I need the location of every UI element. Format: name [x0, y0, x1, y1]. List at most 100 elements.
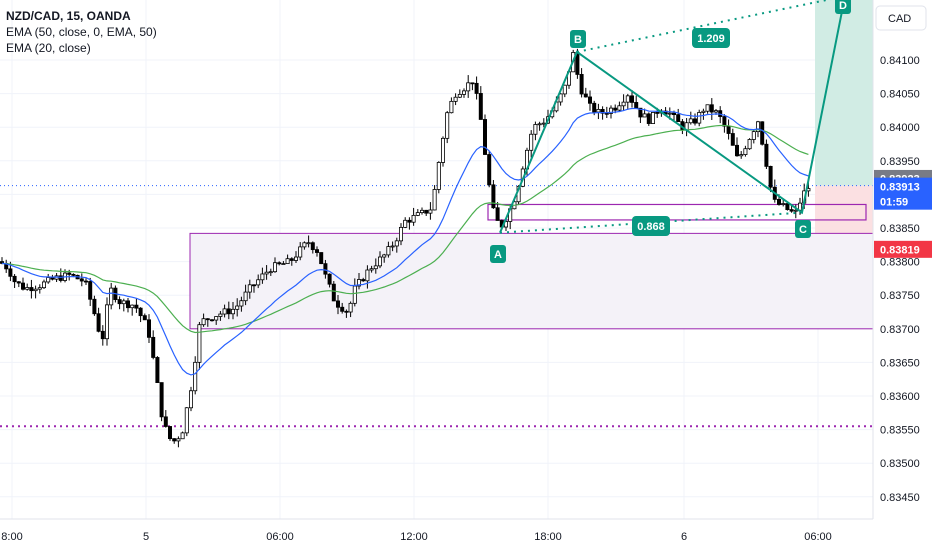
bull-candle — [449, 100, 454, 114]
bull-candle — [793, 209, 798, 212]
x-tick-label: 8:00 — [1, 531, 22, 543]
bull-candle — [105, 304, 110, 340]
x-tick-label: 06:00 — [266, 531, 294, 543]
bear-candle — [79, 278, 84, 282]
ema-lines — [1, 107, 809, 376]
bear-candle — [470, 82, 475, 85]
point-d-label-bg — [835, 0, 851, 14]
y-tick-label: 0.84100 — [880, 55, 920, 67]
point-d-label: D — [835, 0, 851, 14]
bull-candle — [739, 154, 744, 157]
bear-candle — [226, 308, 231, 315]
bear-candle — [789, 209, 794, 212]
bull-candle — [188, 390, 193, 409]
stop-price-tag-text: 0.83819 — [880, 244, 920, 256]
y-tick-label: 0.83650 — [880, 357, 920, 369]
bull-candle — [382, 254, 387, 258]
point-b-label-bg — [570, 30, 586, 48]
bear-candle — [726, 125, 731, 134]
target-zone — [815, 0, 873, 186]
bull-candle — [176, 438, 181, 442]
bull-candle — [222, 308, 227, 315]
y-tick-label: 0.83950 — [880, 156, 920, 168]
y-tick-label: 0.83850 — [880, 223, 920, 235]
bull-candle — [415, 212, 420, 216]
bear-candle — [331, 283, 336, 302]
bull-candle — [453, 96, 458, 102]
bull-candle — [264, 271, 269, 275]
bull-candle — [46, 277, 51, 283]
bull-candle — [428, 209, 433, 214]
point-d-label-text: D — [839, 0, 847, 12]
bull-candle — [306, 242, 311, 245]
ratio-1209-bg — [692, 28, 730, 48]
legend-ema-50: EMA (50, close, 0, EMA, 50) — [6, 25, 157, 39]
point-a-label-bg — [490, 245, 506, 263]
bull-candle — [214, 316, 219, 321]
bear-candle — [117, 299, 122, 305]
bull-candle — [235, 305, 240, 310]
bull-candle — [541, 122, 546, 125]
harmonic-pattern[interactable]: 1.209 0.868 A B C D — [490, 0, 851, 263]
bull-candle — [419, 209, 424, 214]
bull-candle — [537, 123, 542, 126]
bear-candle — [12, 275, 17, 283]
bear-candle — [672, 112, 677, 116]
bear-candle — [16, 281, 21, 284]
current-price-tag: 0.83913 01:59 — [874, 177, 932, 210]
bear-candle — [50, 277, 55, 280]
bear-candle — [735, 144, 740, 157]
bull-candle — [230, 308, 235, 315]
bear-candle — [205, 318, 210, 321]
bull-candle — [390, 245, 395, 248]
bull-candle — [403, 219, 408, 228]
bull-candle — [239, 300, 244, 307]
x-tick-label: 18:00 — [534, 531, 562, 543]
bear-candle — [142, 315, 147, 321]
bull-candle — [747, 139, 752, 150]
bear-candle — [613, 107, 618, 111]
y-tick-label: 0.83800 — [880, 257, 920, 269]
point-a-label-text: A — [494, 249, 502, 261]
bear-candle — [634, 102, 639, 109]
zones — [0, 0, 874, 428]
bear-candle — [67, 272, 72, 275]
bull-candle — [352, 285, 357, 304]
bull-candle — [33, 288, 38, 292]
bull-candle — [781, 203, 786, 205]
bear-candle — [693, 118, 698, 124]
bear-candle — [327, 273, 332, 285]
y-tick-label: 0.83750 — [880, 290, 920, 302]
bear-candle — [277, 262, 282, 265]
bull-candle — [688, 118, 693, 124]
bull-candle — [184, 407, 189, 434]
bear-candle — [155, 357, 160, 383]
current-price-text: 0.83913 — [880, 182, 920, 194]
bear-candle — [760, 121, 765, 145]
bull-candle — [281, 263, 286, 265]
bull-candle — [130, 304, 135, 309]
point-c-label: C — [795, 220, 811, 238]
point-a-label: A — [490, 245, 506, 263]
bear-candle — [323, 263, 328, 275]
bear-candle — [730, 133, 735, 146]
currency-button[interactable]: CAD — [875, 5, 927, 31]
bear-candle — [482, 119, 487, 155]
bull-candle — [302, 242, 307, 248]
bear-candle — [146, 319, 151, 338]
bear-candle — [344, 310, 349, 313]
legend-ema-20: EMA (20, close) — [6, 41, 91, 55]
bear-candle — [314, 249, 319, 253]
bear-candle — [289, 258, 294, 261]
bull-candle — [432, 189, 437, 211]
bull-candle — [558, 93, 563, 103]
bear-candle — [583, 93, 588, 98]
bull-candle — [260, 273, 265, 281]
point-c-label-text: C — [799, 224, 807, 236]
bear-candle — [630, 95, 635, 103]
bull-candle — [247, 284, 252, 293]
bear-candle — [638, 107, 643, 118]
bear-candle — [361, 279, 366, 282]
